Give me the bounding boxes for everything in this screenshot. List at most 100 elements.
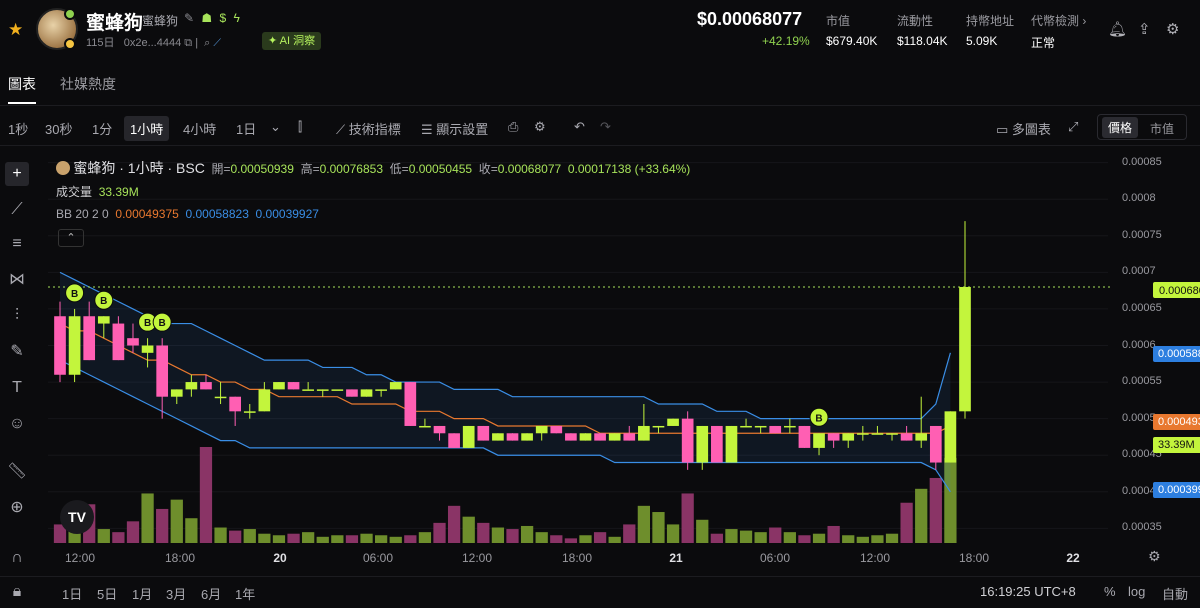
candle-body bbox=[214, 396, 227, 399]
toggle-mcap[interactable]: 市值 bbox=[1150, 122, 1175, 136]
token-social-icons[interactable]: ✎ ☗ $ ϟ bbox=[184, 11, 242, 25]
candle-body bbox=[565, 433, 577, 441]
ai-insight-button[interactable]: ✦ AI 洞察 bbox=[262, 32, 322, 50]
display-settings-button[interactable]: ☰ 顯示設置 bbox=[421, 122, 489, 137]
search-icon[interactable]: ⌕ bbox=[204, 37, 211, 49]
candle-body bbox=[243, 411, 256, 413]
share-icon[interactable]: ⇪ bbox=[1138, 21, 1151, 38]
alert-bell-icon[interactable]: 🔔︎ bbox=[1108, 21, 1128, 38]
token-age: 115日 bbox=[86, 37, 115, 49]
stat-token-check[interactable]: 代幣檢測 › 正常 bbox=[1031, 14, 1087, 50]
legend-open: 0.00050939 bbox=[230, 162, 294, 176]
candle-body bbox=[273, 382, 285, 390]
tab-chart[interactable]: 圖表 bbox=[8, 76, 36, 92]
interval-4h[interactable]: 4小時 bbox=[183, 122, 217, 137]
candle-body bbox=[784, 425, 796, 428]
interval-dropdown-icon[interactable]: ⌄ bbox=[270, 119, 281, 134]
tab-social[interactable]: 社媒熱度 bbox=[60, 76, 116, 92]
buy-marker bbox=[94, 290, 114, 310]
range-1y[interactable]: 1年 bbox=[235, 587, 256, 602]
candle-type-icon[interactable]: ⫿ bbox=[298, 119, 303, 134]
emoji-icon[interactable]: ☺ bbox=[8, 415, 26, 432]
volume-bar bbox=[258, 533, 271, 543]
volume-bar bbox=[433, 522, 446, 543]
candle-body bbox=[258, 389, 271, 412]
candle-body bbox=[900, 433, 913, 441]
zoom-in-icon[interactable]: ⊕ bbox=[10, 499, 24, 516]
price-mcap-toggle bbox=[1097, 114, 1187, 140]
interval-1m[interactable]: 1分 bbox=[92, 122, 113, 137]
candle-body bbox=[375, 389, 387, 391]
volume-bar bbox=[316, 536, 329, 543]
text-tool-icon[interactable]: T bbox=[12, 379, 22, 396]
x-axis-label: 18:00 bbox=[561, 551, 593, 565]
undo-icon[interactable]: ↶ bbox=[574, 119, 585, 134]
volume-bar bbox=[520, 525, 534, 543]
lock-icon[interactable]: 🔒︎ bbox=[12, 583, 22, 600]
candle-body bbox=[68, 316, 81, 375]
log-toggle[interactable]: log bbox=[1128, 584, 1146, 599]
fullscreen-icon[interactable]: ⤢ bbox=[1068, 119, 1079, 134]
volume-bar bbox=[477, 522, 490, 543]
auto-toggle[interactable]: 自動 bbox=[1162, 587, 1189, 602]
range-5d[interactable]: 5日 bbox=[97, 587, 118, 602]
clock-time[interactable]: 16:19:25 UTC+8 bbox=[980, 584, 1076, 599]
y-axis-label: 0.00075 bbox=[1122, 228, 1162, 241]
interval-1h[interactable]: 1小時 bbox=[124, 116, 170, 141]
leaf-icon[interactable]: ⟋ bbox=[213, 37, 221, 49]
x-axis-label: 06:00 bbox=[362, 551, 394, 565]
ruler-icon[interactable]: 📏︎ bbox=[6, 463, 28, 480]
pattern-icon[interactable]: ⋈ bbox=[9, 271, 25, 288]
price-change: +42.19% bbox=[762, 34, 810, 48]
volume-bar bbox=[769, 527, 782, 543]
candle-body bbox=[83, 316, 96, 361]
settings-gear-icon[interactable]: ⚙ bbox=[1166, 21, 1180, 38]
brush-icon[interactable]: ✎ bbox=[10, 343, 24, 360]
candle-body bbox=[404, 382, 417, 426]
volume-bar bbox=[404, 535, 417, 543]
token-meta-row: 115日 0x2e...4444 ⧉ | ⌕ ⟋ bbox=[86, 37, 221, 49]
collapse-legend-icon[interactable]: ⌃ bbox=[58, 229, 84, 247]
volume-bar bbox=[827, 525, 840, 543]
y-axis-label: 0.00045 bbox=[1122, 448, 1162, 461]
horizontal-lines-icon[interactable]: ≡ bbox=[12, 235, 22, 252]
percent-toggle[interactable]: % bbox=[1104, 584, 1116, 599]
legend-low: 0.00050455 bbox=[408, 162, 473, 176]
bb-lower-line bbox=[59, 359, 951, 493]
candle-body bbox=[652, 425, 665, 428]
indicators-button[interactable]: ⟋ 技術指標 bbox=[336, 122, 401, 137]
favorite-star-icon[interactable]: ★ bbox=[8, 20, 24, 39]
axis-settings-icon[interactable]: ⚙ bbox=[1148, 548, 1161, 564]
legend-delta: 0.00017138 (+33.64%) bbox=[567, 162, 691, 176]
redo-icon[interactable]: ↷ bbox=[600, 119, 611, 134]
candle-body bbox=[127, 338, 139, 346]
candle-body bbox=[346, 389, 358, 397]
range-1d[interactable]: 1日 bbox=[62, 587, 83, 602]
fib-icon[interactable]: ⫶ bbox=[14, 307, 19, 324]
token-name: 蜜蜂狗 bbox=[86, 13, 144, 34]
crosshair-icon[interactable]: + bbox=[5, 162, 29, 186]
volume-bar bbox=[506, 529, 519, 543]
range-1m[interactable]: 1月 bbox=[132, 587, 153, 602]
screenshot-icon[interactable]: ⎙ bbox=[508, 119, 519, 134]
multi-chart-button[interactable]: ▭ 多圖表 bbox=[996, 122, 1051, 137]
volume-bar bbox=[623, 524, 636, 543]
magnet-icon[interactable]: ∩ bbox=[11, 549, 23, 566]
stat-market-cap: 市值 $679.40K bbox=[826, 14, 878, 48]
interval-1d[interactable]: 1日 bbox=[236, 122, 257, 137]
interval-30s[interactable]: 30秒 bbox=[45, 122, 73, 137]
buy-marker-label: B bbox=[71, 289, 78, 300]
chart-settings-icon[interactable]: ⚙ bbox=[534, 119, 546, 134]
copy-icon[interactable]: ⧉ bbox=[184, 37, 193, 49]
volume-bar bbox=[170, 499, 183, 543]
volume-bar bbox=[97, 529, 110, 543]
range-3m[interactable]: 3月 bbox=[166, 587, 187, 602]
toggle-price[interactable]: 價格 bbox=[1102, 117, 1139, 138]
trend-line-icon[interactable]: ⟋ bbox=[11, 201, 23, 218]
candle-body bbox=[769, 425, 782, 434]
range-6m[interactable]: 6月 bbox=[201, 587, 222, 602]
interval-1s[interactable]: 1秒 bbox=[8, 122, 29, 137]
view-tabs: 圖表 社媒熱度 bbox=[0, 62, 1200, 106]
